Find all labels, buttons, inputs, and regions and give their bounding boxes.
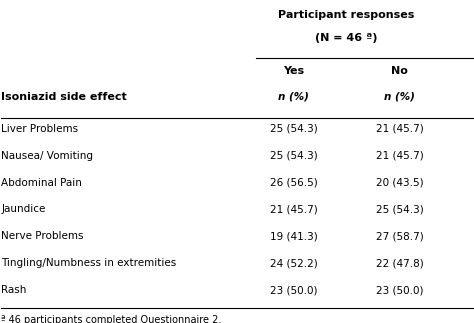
- Text: 23 (50.0): 23 (50.0): [376, 285, 423, 295]
- Text: Nausea/ Vomiting: Nausea/ Vomiting: [1, 151, 93, 161]
- Text: Abdominal Pain: Abdominal Pain: [1, 178, 82, 188]
- Text: 25 (54.3): 25 (54.3): [270, 151, 318, 161]
- Text: 21 (45.7): 21 (45.7): [376, 124, 423, 134]
- Text: 25 (54.3): 25 (54.3): [376, 204, 423, 214]
- Text: Rash: Rash: [1, 285, 27, 295]
- Text: 20 (43.5): 20 (43.5): [376, 178, 423, 188]
- Text: Nerve Problems: Nerve Problems: [1, 231, 84, 241]
- Text: Tingling/Numbness in extremities: Tingling/Numbness in extremities: [1, 258, 177, 268]
- Text: Participant responses: Participant responses: [278, 10, 415, 20]
- Text: (N = 46 ª): (N = 46 ª): [315, 34, 378, 44]
- Text: 24 (52.2): 24 (52.2): [270, 258, 318, 268]
- Text: 25 (54.3): 25 (54.3): [270, 124, 318, 134]
- Text: 22 (47.8): 22 (47.8): [376, 258, 423, 268]
- Text: No: No: [391, 66, 408, 76]
- Text: 23 (50.0): 23 (50.0): [270, 285, 317, 295]
- Text: 21 (45.7): 21 (45.7): [270, 204, 318, 214]
- Text: Liver Problems: Liver Problems: [1, 124, 79, 134]
- Text: Isoniazid side effect: Isoniazid side effect: [1, 92, 127, 102]
- Text: 21 (45.7): 21 (45.7): [376, 151, 423, 161]
- Text: n (%): n (%): [384, 92, 415, 102]
- Text: ª 46 participants completed Questionnaire 2.: ª 46 participants completed Questionnair…: [1, 315, 222, 323]
- Text: n (%): n (%): [278, 92, 309, 102]
- Text: 27 (58.7): 27 (58.7): [376, 231, 423, 241]
- Text: Yes: Yes: [283, 66, 304, 76]
- Text: Jaundice: Jaundice: [1, 204, 46, 214]
- Text: 19 (41.3): 19 (41.3): [270, 231, 318, 241]
- Text: 26 (56.5): 26 (56.5): [270, 178, 318, 188]
